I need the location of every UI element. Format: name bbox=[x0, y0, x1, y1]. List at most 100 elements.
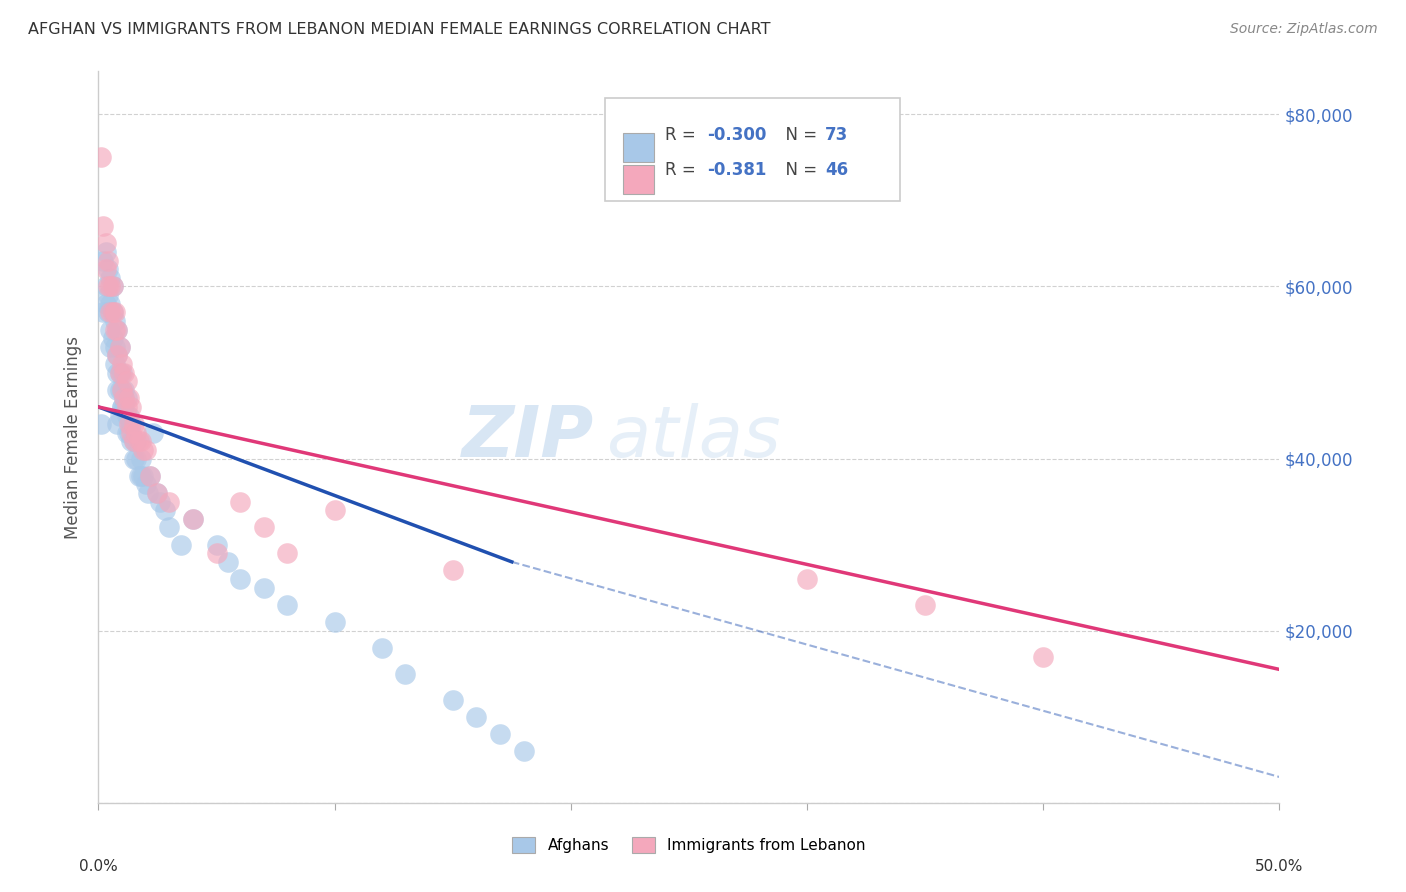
Point bbox=[229, 494, 252, 508]
Point bbox=[94, 296, 117, 310]
Point bbox=[253, 520, 276, 534]
Point bbox=[323, 615, 346, 629]
Point bbox=[105, 417, 128, 432]
Point bbox=[135, 442, 157, 457]
Text: 73: 73 bbox=[825, 127, 849, 145]
Point bbox=[104, 322, 127, 336]
Point bbox=[111, 400, 134, 414]
Text: 46: 46 bbox=[825, 161, 848, 179]
Point bbox=[128, 468, 150, 483]
Point bbox=[111, 357, 134, 371]
Text: ZIP: ZIP bbox=[463, 402, 595, 472]
Point bbox=[512, 744, 534, 758]
Point bbox=[146, 486, 169, 500]
Point bbox=[98, 322, 121, 336]
Text: R =: R = bbox=[665, 161, 706, 179]
Point bbox=[98, 296, 121, 310]
Point bbox=[108, 383, 131, 397]
Point bbox=[229, 572, 252, 586]
Text: -0.381: -0.381 bbox=[707, 161, 766, 179]
Point bbox=[115, 400, 138, 414]
Legend: Afghans, Immigrants from Lebanon: Afghans, Immigrants from Lebanon bbox=[505, 830, 873, 861]
Y-axis label: Median Female Earnings: Median Female Earnings bbox=[65, 335, 83, 539]
Point bbox=[101, 279, 124, 293]
Point bbox=[132, 468, 155, 483]
Point bbox=[112, 383, 135, 397]
Point bbox=[94, 262, 117, 277]
Point bbox=[276, 546, 298, 560]
Point bbox=[136, 486, 159, 500]
Point bbox=[90, 417, 112, 432]
Point bbox=[104, 305, 127, 319]
Point bbox=[105, 383, 128, 397]
Point bbox=[205, 546, 228, 560]
Point bbox=[371, 640, 394, 655]
Point bbox=[104, 340, 127, 354]
Point bbox=[97, 305, 120, 319]
Point bbox=[122, 434, 145, 449]
Point bbox=[129, 434, 152, 449]
Point bbox=[118, 392, 141, 406]
Point bbox=[118, 417, 141, 432]
Point bbox=[97, 288, 120, 302]
Point bbox=[142, 425, 165, 440]
Point bbox=[146, 486, 169, 500]
Point bbox=[105, 322, 128, 336]
Point bbox=[94, 279, 117, 293]
Point bbox=[91, 253, 114, 268]
Point bbox=[122, 417, 145, 432]
Point bbox=[441, 692, 464, 706]
Point bbox=[105, 348, 128, 362]
Point bbox=[121, 400, 143, 414]
Point bbox=[101, 305, 124, 319]
Text: atlas: atlas bbox=[606, 402, 780, 472]
Point bbox=[121, 434, 143, 449]
Point bbox=[112, 400, 135, 414]
Text: 0.0%: 0.0% bbox=[79, 859, 118, 874]
Point bbox=[135, 477, 157, 491]
Point bbox=[157, 494, 180, 508]
Point bbox=[108, 340, 131, 354]
Point bbox=[323, 503, 346, 517]
Point bbox=[139, 468, 162, 483]
Point bbox=[129, 451, 152, 466]
Point bbox=[98, 279, 121, 293]
Point bbox=[121, 425, 143, 440]
Point bbox=[125, 425, 148, 440]
Point bbox=[98, 271, 121, 285]
Point bbox=[104, 314, 127, 328]
Text: N =: N = bbox=[775, 161, 823, 179]
Point bbox=[132, 442, 155, 457]
Point bbox=[128, 434, 150, 449]
Text: 50.0%: 50.0% bbox=[1256, 859, 1303, 874]
Point bbox=[115, 374, 138, 388]
Point bbox=[91, 305, 114, 319]
Point bbox=[105, 348, 128, 362]
Point bbox=[1032, 649, 1054, 664]
Point bbox=[105, 366, 128, 380]
Point bbox=[118, 425, 141, 440]
Text: Source: ZipAtlas.com: Source: ZipAtlas.com bbox=[1230, 22, 1378, 37]
Point bbox=[108, 409, 131, 423]
Point bbox=[465, 710, 488, 724]
Point bbox=[489, 727, 512, 741]
Point bbox=[101, 305, 124, 319]
Point bbox=[115, 392, 138, 406]
Point bbox=[111, 366, 134, 380]
Point bbox=[112, 392, 135, 406]
Point bbox=[112, 392, 135, 406]
Point bbox=[122, 451, 145, 466]
Point bbox=[111, 383, 134, 397]
Point bbox=[253, 581, 276, 595]
Point bbox=[108, 366, 131, 380]
Point bbox=[98, 340, 121, 354]
Point bbox=[104, 357, 127, 371]
Text: -0.300: -0.300 bbox=[707, 127, 766, 145]
Point bbox=[101, 279, 124, 293]
Point bbox=[153, 503, 176, 517]
Point bbox=[97, 279, 120, 293]
Point bbox=[108, 366, 131, 380]
Point bbox=[111, 383, 134, 397]
Point bbox=[91, 219, 114, 234]
Point bbox=[125, 434, 148, 449]
